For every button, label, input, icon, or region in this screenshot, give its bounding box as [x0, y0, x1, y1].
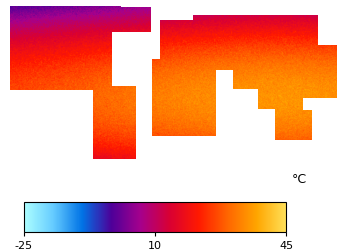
Text: °C: °C: [292, 173, 307, 186]
